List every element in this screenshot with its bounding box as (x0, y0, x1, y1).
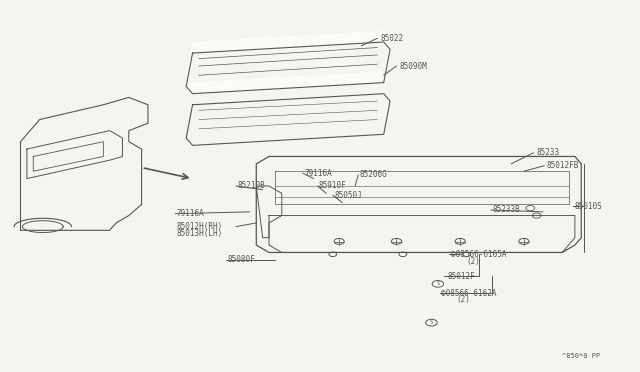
Text: 85050J: 85050J (334, 191, 362, 200)
Text: 85910F: 85910F (319, 182, 346, 190)
Text: ^850*0 PP: ^850*0 PP (562, 353, 600, 359)
Circle shape (426, 319, 437, 326)
Text: ©08566-6165A: ©08566-6165A (451, 250, 506, 259)
Text: 85080F: 85080F (228, 255, 255, 264)
Circle shape (432, 280, 444, 287)
Text: (2): (2) (456, 295, 470, 304)
Text: 85233B: 85233B (492, 205, 520, 215)
Text: 85010S: 85010S (575, 202, 603, 211)
Text: 85012H(RH): 85012H(RH) (177, 222, 223, 231)
Text: 79116A: 79116A (177, 209, 204, 218)
Text: 85022: 85022 (381, 34, 404, 43)
Text: S: S (436, 281, 440, 286)
Text: S: S (430, 320, 433, 325)
Text: ©08566-6162A: ©08566-6162A (441, 289, 497, 298)
Text: 85090M: 85090M (399, 61, 428, 71)
Text: 85206G: 85206G (360, 170, 387, 179)
Text: 85013H(LH): 85013H(LH) (177, 230, 223, 238)
Text: 85210B: 85210B (237, 182, 265, 190)
Text: 85233: 85233 (537, 148, 560, 157)
Text: 85012F: 85012F (447, 272, 475, 281)
Circle shape (463, 252, 470, 257)
Text: (2): (2) (467, 257, 481, 266)
Circle shape (399, 252, 406, 257)
Text: 79116A: 79116A (304, 169, 332, 177)
Circle shape (329, 252, 337, 257)
Text: 85012FB: 85012FB (546, 161, 579, 170)
